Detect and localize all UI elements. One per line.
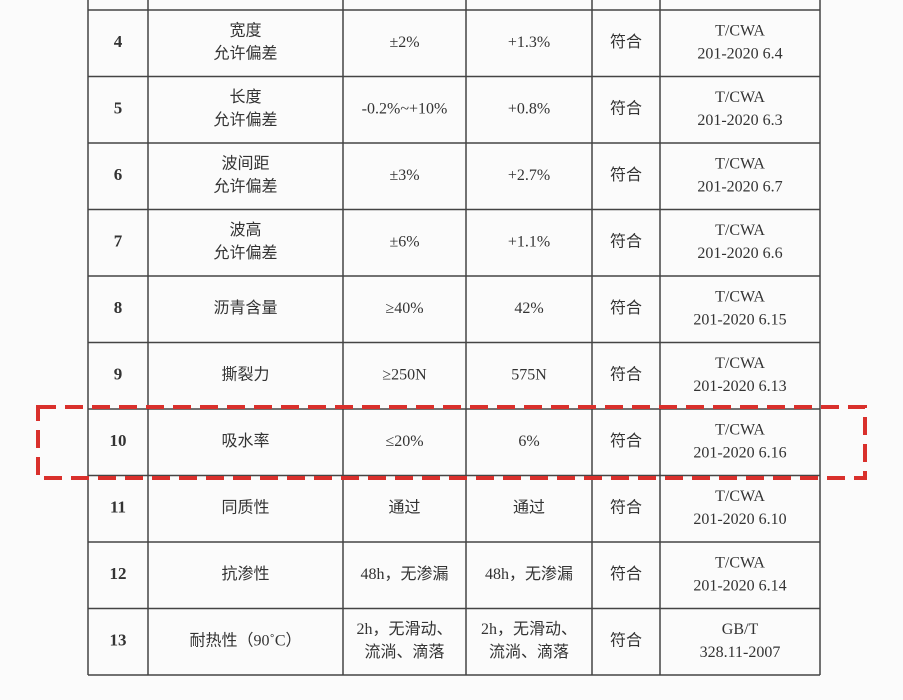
cell-text: T/CWA <box>715 421 765 438</box>
cell-text: 撕裂力 <box>221 365 269 383</box>
cell-text: 符合 <box>610 498 642 516</box>
cell-text: T/CWA <box>715 22 765 39</box>
cell-text: T/CWA <box>715 355 765 372</box>
cell-text: +1.1% <box>508 233 550 250</box>
cell-text: 201-2020 6.16 <box>693 444 786 461</box>
cell-text: 6% <box>518 433 539 450</box>
cell-text: 符合 <box>610 33 642 51</box>
cell-text: +0.8% <box>508 100 550 117</box>
cell-text: 201-2020 6.15 <box>693 311 786 328</box>
cell-text: 耐热性（90˚C） <box>189 631 301 649</box>
cell-text: 长度 <box>229 88 261 106</box>
cell-text: 通过 <box>513 498 545 516</box>
cell-text: 允许偏差 <box>213 44 277 62</box>
cell-text: 2h，无滑动、 <box>481 620 577 638</box>
cell-text: 201-2020 6.13 <box>693 378 786 395</box>
cell-text: 11 <box>110 498 126 517</box>
cell-text: 符合 <box>610 631 642 649</box>
cell-text: ≤20% <box>385 433 423 450</box>
cell-text: 沥青含量 <box>213 299 277 317</box>
cell-text: ≥40% <box>385 300 423 317</box>
cell-text: ≥250N <box>382 366 427 383</box>
cell-text: 符合 <box>610 565 642 583</box>
cell-text: T/CWA <box>715 554 765 571</box>
cell-text: 符合 <box>610 99 642 117</box>
cell-text: 波高 <box>229 221 261 239</box>
cell-text: 符合 <box>610 432 642 450</box>
cell-text: 12 <box>110 564 127 583</box>
cell-text: 吸水率 <box>221 432 269 450</box>
cell-text: 201-2020 6.7 <box>697 178 782 195</box>
highlight-box <box>36 405 867 480</box>
cell-text: +1.3% <box>508 34 550 51</box>
cell-text: -0.2%~+10% <box>362 100 448 117</box>
cell-text: 符合 <box>610 299 642 317</box>
cell-text: T/CWA <box>715 222 765 239</box>
cell-text: T/CWA <box>715 488 765 505</box>
cell-text: 6 <box>114 165 123 184</box>
cell-text: 5 <box>114 99 123 118</box>
cell-text: 575N <box>511 366 547 383</box>
cell-text: 同质性 <box>221 498 269 516</box>
cell-text: 201-2020 6.4 <box>697 45 782 62</box>
cell-text: 允许偏差 <box>213 177 277 195</box>
cell-text: 48h，无渗漏 <box>360 565 448 583</box>
cell-text: ±6% <box>389 233 419 250</box>
cell-text: 13 <box>110 631 127 650</box>
cell-text: 9 <box>114 365 123 384</box>
cell-text: 允许偏差 <box>213 244 277 262</box>
cell-text: ±3% <box>389 167 419 184</box>
cell-text: 允许偏差 <box>213 111 277 129</box>
cell-text: T/CWA <box>715 288 765 305</box>
cell-text: 201-2020 6.6 <box>697 245 782 262</box>
cell-text: T/CWA <box>715 155 765 172</box>
cell-text: 符合 <box>610 232 642 250</box>
cell-text: GB/T <box>722 621 759 638</box>
cell-text: 4 <box>114 32 123 51</box>
cell-text: 201-2020 6.10 <box>693 511 786 528</box>
cell-text: 波间距 <box>221 154 269 172</box>
cell-text: 201-2020 6.3 <box>697 112 782 129</box>
cell-text: 328.11-2007 <box>700 644 781 661</box>
cell-text: 宽度 <box>229 21 261 39</box>
cell-text: 符合 <box>610 166 642 184</box>
cell-text: T/CWA <box>715 89 765 106</box>
cell-text: 流淌、滴落 <box>364 643 444 661</box>
cell-text: 42% <box>514 300 543 317</box>
cell-text: 流淌、滴落 <box>489 643 569 661</box>
cell-text: 8 <box>114 298 123 317</box>
cell-text: 10 <box>110 431 127 450</box>
cell-text: 2h，无滑动、 <box>356 620 452 638</box>
cell-text: 符合 <box>610 365 642 383</box>
cell-text: 201-2020 6.14 <box>693 577 786 594</box>
cell-text: 通过 <box>388 498 420 516</box>
cell-text: +2.7% <box>508 167 550 184</box>
cell-text: 48h，无渗漏 <box>485 565 573 583</box>
cell-text: 抗渗性 <box>221 565 269 583</box>
cell-text: ±2% <box>389 34 419 51</box>
cell-text: 7 <box>114 232 123 251</box>
